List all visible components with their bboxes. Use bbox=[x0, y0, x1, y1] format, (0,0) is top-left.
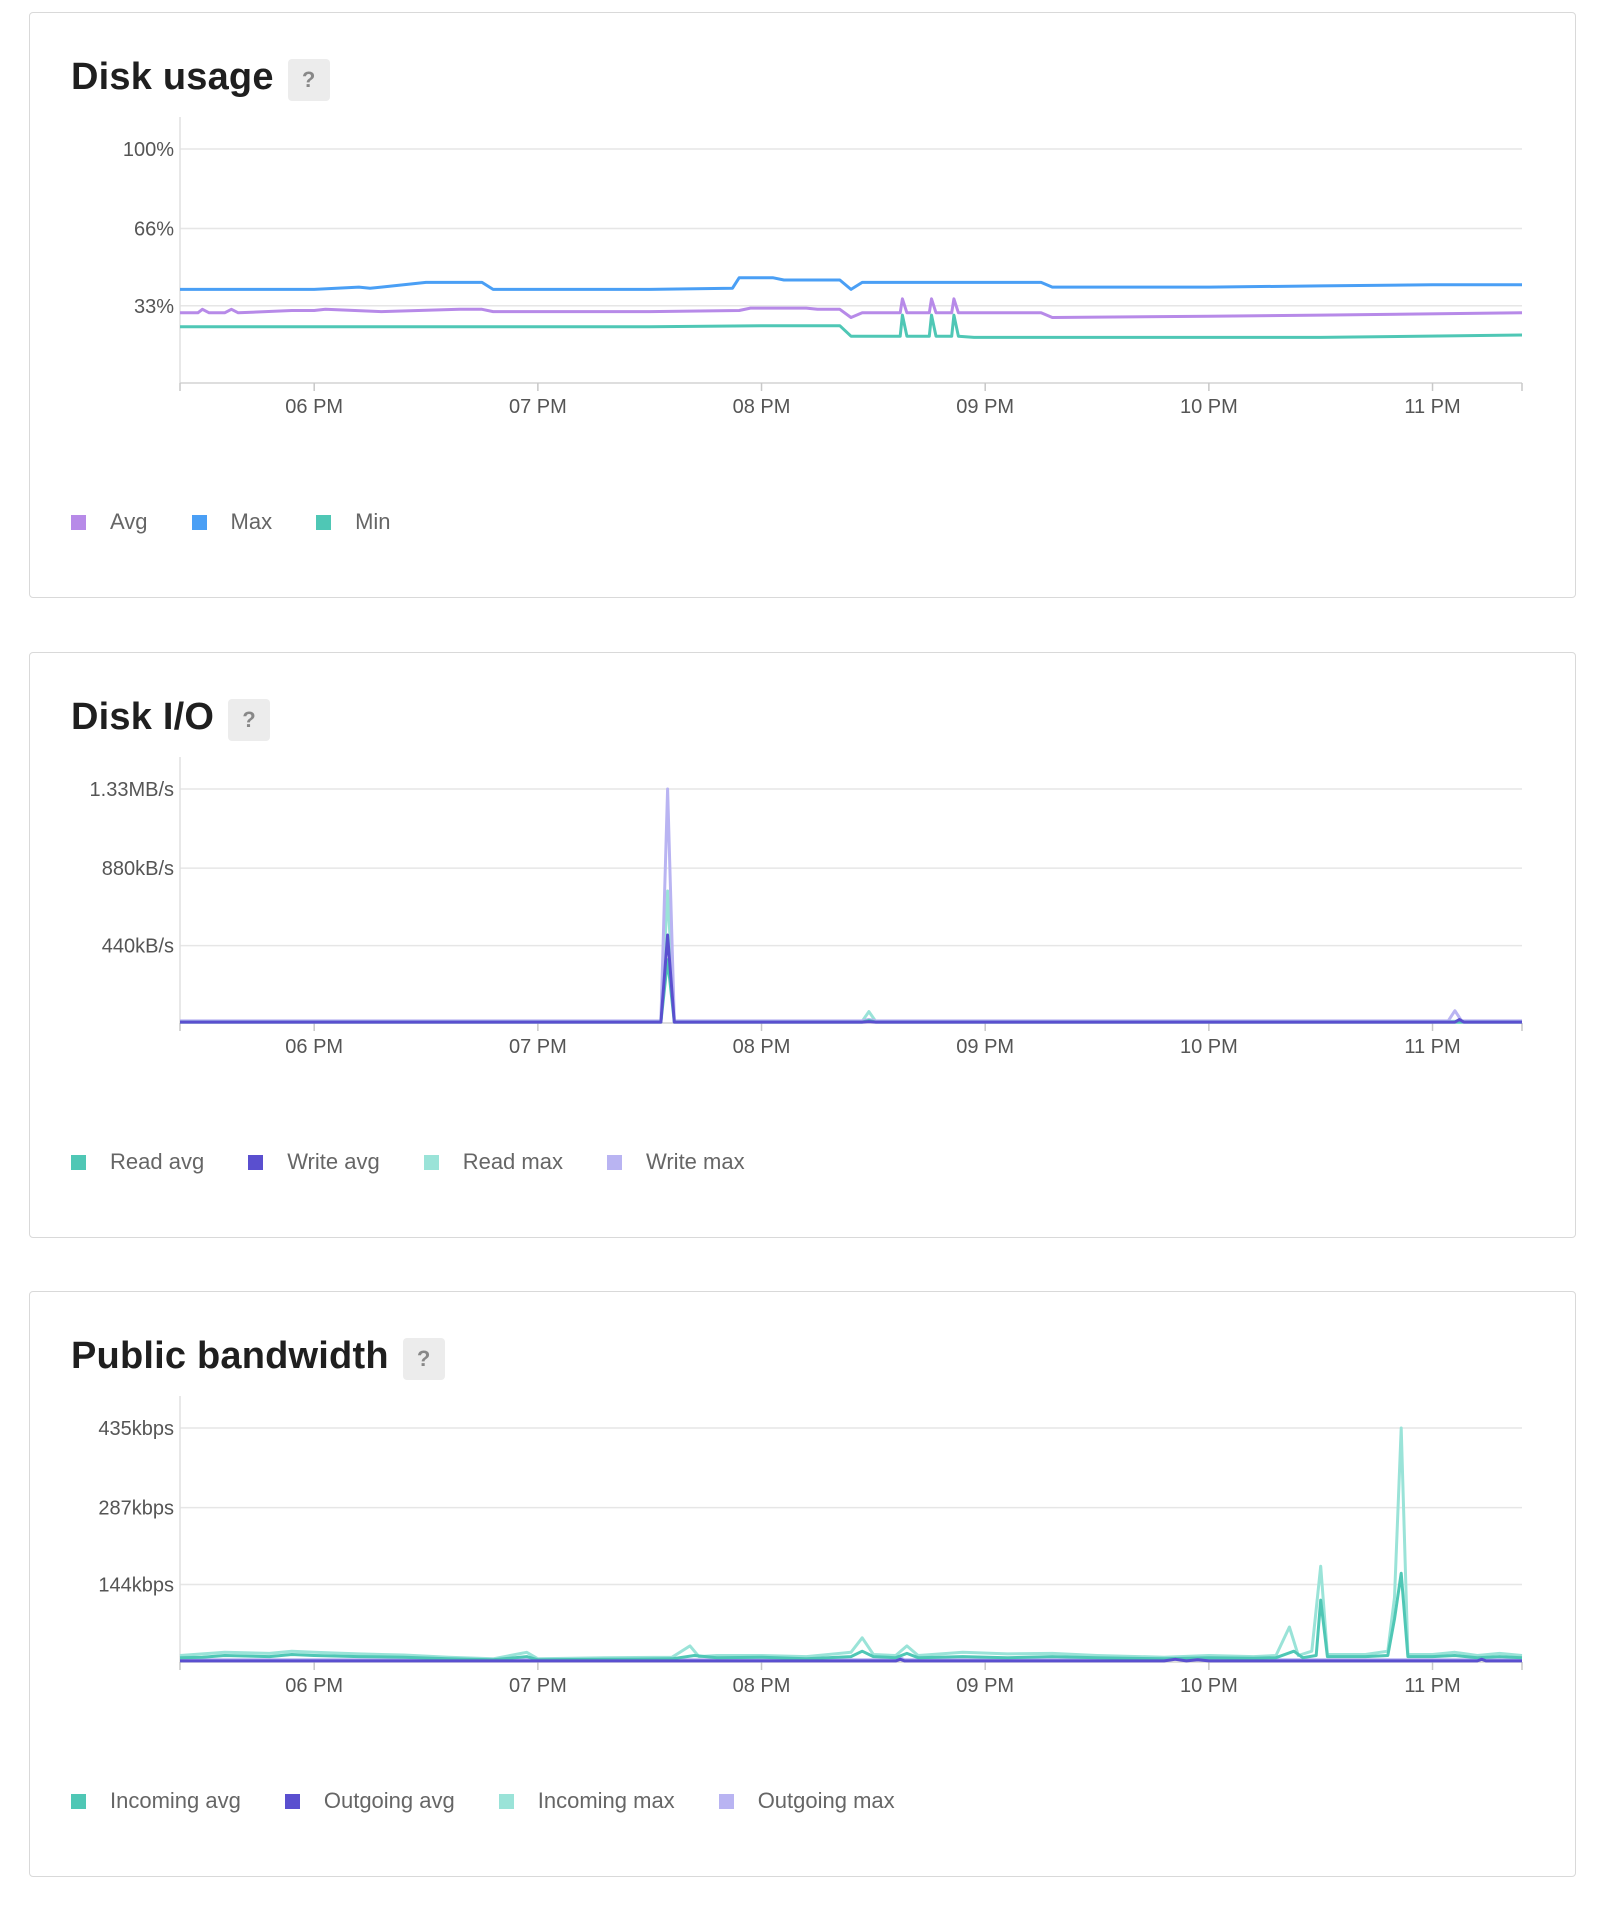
x-tick-label: 10 PM bbox=[1180, 1036, 1238, 1058]
y-tick-label: 440kB/s bbox=[102, 936, 174, 958]
disk-usage-card: Disk usage ? 100% 66% 33% 06 PM 07 PM 08 PM 09… bbox=[29, 12, 1576, 598]
x-tick-label: 08 PM bbox=[733, 1675, 791, 1697]
legend-swatch bbox=[71, 1154, 86, 1170]
card-title: Disk usage ? bbox=[71, 53, 330, 101]
legend-item[interactable]: Avg bbox=[71, 509, 148, 535]
legend-swatch bbox=[284, 1793, 300, 1809]
x-tick-label: 11 PM bbox=[1404, 1675, 1460, 1697]
series-line-outgoing-avg bbox=[180, 1657, 1522, 1663]
legend-label: Avg bbox=[110, 509, 148, 534]
x-tick-label: 11 PM bbox=[1404, 396, 1460, 418]
legend-item[interactable]: Read max bbox=[423, 1149, 563, 1175]
y-tick-label: 144kbps bbox=[98, 1575, 174, 1597]
x-tick-label: 07 PM bbox=[509, 1036, 567, 1058]
legend-swatch bbox=[606, 1154, 622, 1170]
legend-swatch bbox=[71, 1793, 86, 1809]
card-title: Public bandwidth ? bbox=[71, 1332, 445, 1380]
x-tick-label: 09 PM bbox=[956, 1036, 1014, 1058]
y-tick-label: 66% bbox=[134, 219, 174, 241]
series-line-min bbox=[180, 313, 1523, 339]
help-button[interactable]: ? bbox=[287, 59, 330, 101]
public-bandwidth-chart: 435kbps 287kbps 144kbps 06 PM 07 PM 08 PM 09 P… bbox=[98, 1396, 1523, 1697]
series-line-max bbox=[180, 276, 1522, 291]
x-tick-label: 06 PM bbox=[285, 396, 343, 418]
legend-label: Write avg bbox=[287, 1149, 380, 1174]
public-bandwidth-card: Public bandwidth ? 435kbps 287kbps 144kbps… bbox=[29, 1291, 1576, 1877]
legend-label: Write max bbox=[645, 1149, 745, 1174]
legend-label: Read max bbox=[462, 1149, 563, 1174]
legend-swatch bbox=[316, 514, 332, 530]
card-title-text: Public bandwidth bbox=[71, 1334, 389, 1377]
x-tick-label: 10 PM bbox=[1180, 1675, 1238, 1697]
legend-label: Read avg bbox=[110, 1149, 205, 1174]
legend-label: Incoming max bbox=[537, 1788, 675, 1813]
x-tick-label: 08 PM bbox=[733, 1036, 791, 1058]
legend-swatch bbox=[498, 1793, 514, 1809]
card-title: Disk I/O ? bbox=[71, 693, 271, 741]
legend-label: Outgoing avg bbox=[323, 1788, 455, 1813]
legend-swatch bbox=[71, 514, 86, 530]
x-tick-label: 09 PM bbox=[956, 396, 1014, 418]
series-line-read-max bbox=[180, 889, 1522, 1023]
legend-swatch bbox=[423, 1154, 439, 1170]
series-line-read-avg bbox=[180, 958, 1522, 1024]
series-line-write-avg bbox=[180, 933, 1522, 1024]
card-title-text: Disk usage bbox=[71, 55, 274, 98]
legend-item[interactable]: Incoming max bbox=[498, 1788, 675, 1814]
legend-label: Incoming avg bbox=[110, 1788, 241, 1813]
x-tick-label: 08 PM bbox=[733, 396, 791, 418]
x-tick-label: 11 PM bbox=[1404, 1036, 1460, 1058]
legend-item[interactable]: Outgoing max bbox=[718, 1788, 895, 1814]
card-title-text: Disk I/O bbox=[71, 695, 215, 738]
legend-label: Outgoing max bbox=[757, 1788, 895, 1813]
y-tick-label: 1.33MB/s bbox=[90, 779, 174, 801]
x-tick-label: 06 PM bbox=[285, 1036, 343, 1058]
series-line-write-max bbox=[180, 787, 1522, 1023]
x-tick-label: 07 PM bbox=[509, 1675, 567, 1697]
y-tick-label: 100% bbox=[123, 139, 174, 161]
disk-io-chart: 1.33MB/s 880kB/s 440kB/s 06 PM 07 PM 08 PM 09 … bbox=[90, 757, 1523, 1058]
chart-legend: Incoming avg Outgoing avg Incoming max Outg… bbox=[71, 1788, 939, 1814]
series-line-incoming-max bbox=[179, 1426, 1523, 1661]
legend-item[interactable]: Read avg bbox=[71, 1149, 204, 1175]
legend-item[interactable]: Max bbox=[191, 509, 273, 535]
legend-item[interactable]: Min bbox=[316, 509, 391, 535]
y-tick-label: 287kbps bbox=[98, 1498, 174, 1520]
y-tick-label: 435kbps bbox=[98, 1418, 174, 1440]
y-tick-label: 880kB/s bbox=[102, 858, 174, 880]
x-tick-label: 09 PM bbox=[956, 1675, 1014, 1697]
legend-label: Min bbox=[355, 509, 391, 534]
help-button[interactable]: ? bbox=[228, 699, 271, 741]
legend-item[interactable]: Write avg bbox=[248, 1149, 380, 1175]
legend-label: Max bbox=[230, 509, 273, 534]
legend-item[interactable]: Outgoing avg bbox=[284, 1788, 455, 1814]
legend-swatch bbox=[248, 1154, 264, 1170]
legend-swatch bbox=[191, 514, 207, 530]
series-line-incoming-avg bbox=[179, 1571, 1523, 1662]
y-tick-label: 33% bbox=[134, 296, 174, 318]
legend-swatch bbox=[718, 1793, 734, 1809]
series-line-avg bbox=[180, 297, 1523, 319]
x-tick-label: 06 PM bbox=[285, 1675, 343, 1697]
disk-io-card: Disk I/O ? 1.33MB/s 880kB/s 440kB/s 06 PM 07… bbox=[29, 652, 1576, 1238]
help-button[interactable]: ? bbox=[402, 1338, 445, 1380]
chart-legend: Read avg Write avg Read max Write max bbox=[71, 1149, 789, 1175]
x-tick-label: 10 PM bbox=[1180, 396, 1238, 418]
legend-item[interactable]: Incoming avg bbox=[71, 1788, 241, 1814]
legend-item[interactable]: Write max bbox=[606, 1149, 745, 1175]
chart-legend: Avg Max Min bbox=[71, 509, 435, 535]
x-tick-label: 07 PM bbox=[509, 396, 567, 418]
disk-usage-chart: 100% 66% 33% 06 PM 07 PM 08 PM 09 PM 10 PM 11 PM bbox=[123, 117, 1523, 418]
